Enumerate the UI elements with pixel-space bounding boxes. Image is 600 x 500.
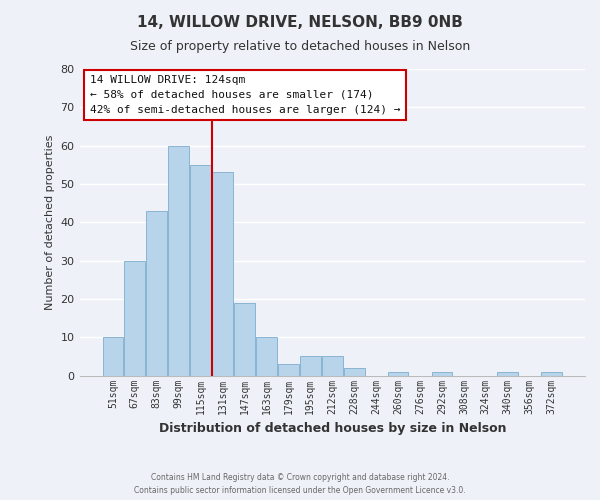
Bar xyxy=(212,172,233,376)
Bar xyxy=(431,372,452,376)
Y-axis label: Number of detached properties: Number of detached properties xyxy=(45,134,55,310)
Text: 14, WILLOW DRIVE, NELSON, BB9 0NB: 14, WILLOW DRIVE, NELSON, BB9 0NB xyxy=(137,15,463,30)
Text: 14 WILLOW DRIVE: 124sqm
← 58% of detached houses are smaller (174)
42% of semi-d: 14 WILLOW DRIVE: 124sqm ← 58% of detache… xyxy=(89,75,400,114)
Text: Size of property relative to detached houses in Nelson: Size of property relative to detached ho… xyxy=(130,40,470,53)
Bar xyxy=(124,260,145,376)
Bar xyxy=(169,146,189,376)
Bar xyxy=(344,368,365,376)
Bar xyxy=(497,372,518,376)
Text: Contains HM Land Registry data © Crown copyright and database right 2024.
Contai: Contains HM Land Registry data © Crown c… xyxy=(134,474,466,495)
Bar xyxy=(234,303,255,376)
Bar xyxy=(300,356,321,376)
Bar xyxy=(146,211,167,376)
Bar xyxy=(103,338,124,376)
Bar xyxy=(190,165,211,376)
Bar xyxy=(388,372,409,376)
X-axis label: Distribution of detached houses by size in Nelson: Distribution of detached houses by size … xyxy=(158,422,506,435)
Bar xyxy=(322,356,343,376)
Bar xyxy=(278,364,299,376)
Bar xyxy=(256,338,277,376)
Bar xyxy=(541,372,562,376)
